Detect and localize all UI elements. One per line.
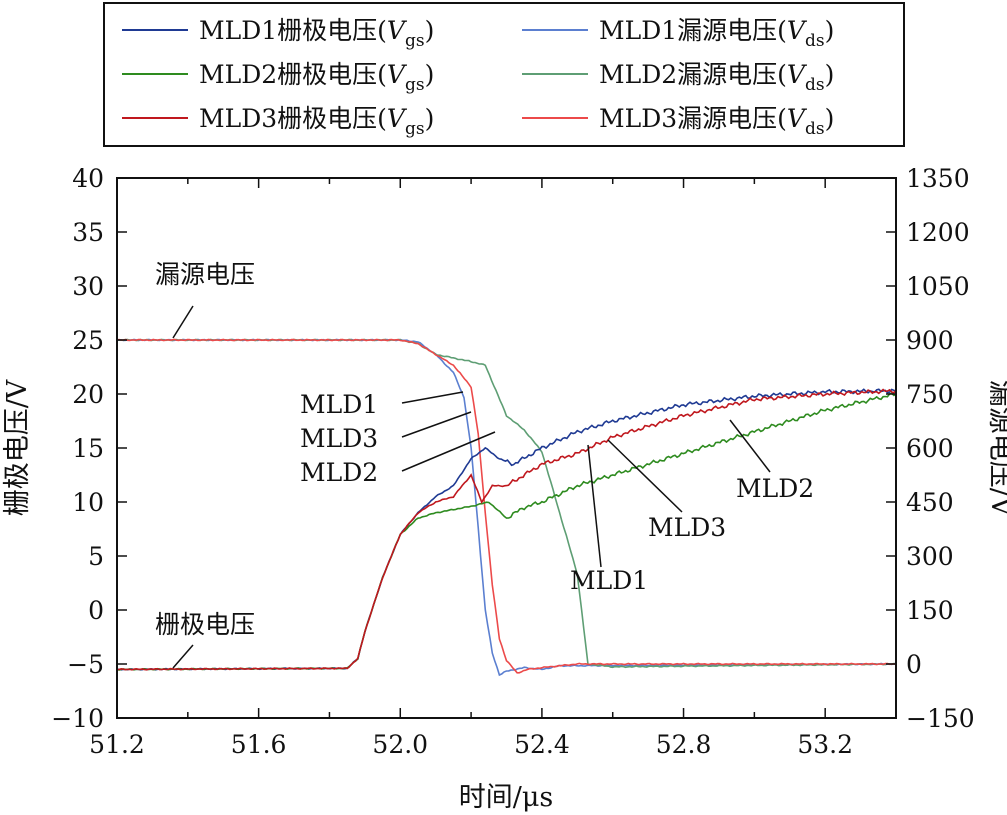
y-left-tick-label: 15 xyxy=(72,434,104,463)
series-layer xyxy=(116,338,897,677)
y-left-tick-label: 20 xyxy=(72,380,104,409)
annotation-left-mld2-leader xyxy=(401,431,496,472)
y-right-tick-label: 750 xyxy=(906,380,954,409)
legend-frame xyxy=(103,2,905,147)
y-left-tick-label: 30 xyxy=(72,272,104,301)
y-right-tick-label: 1350 xyxy=(906,164,970,193)
annotation-right-mld1-leader xyxy=(587,444,602,568)
y-left-tick-label: 10 xyxy=(72,488,104,517)
annotation-vds: 漏源电压 xyxy=(155,260,255,289)
y-left-tick-label: 25 xyxy=(72,326,104,355)
annotation-left-mld2: MLD2 xyxy=(300,458,378,487)
legend-label-mld3-vds: MLD3漏源电压(Vds) xyxy=(599,104,834,139)
annotation-right-mld1: MLD1 xyxy=(570,566,648,595)
series-line-mld3-vds xyxy=(116,338,897,674)
legend-label-mld3-vgs: MLD3栅极电压(Vgs) xyxy=(199,104,434,139)
y-axis-label-right: 漏源电压/V xyxy=(985,380,1007,517)
annotation-left-mld1-leader xyxy=(401,391,464,404)
y-right-tick-label: 1050 xyxy=(906,272,970,301)
legend-label-mld2-vgs: MLD2栅极电压(Vgs) xyxy=(199,60,434,95)
legend: MLD1栅极电压(Vgs) MLD1漏源电压(Vds) MLD2栅极电压(Vgs… xyxy=(103,2,905,147)
legend-label-mld1-vgs: MLD1栅极电压(Vgs) xyxy=(199,16,434,51)
legend-label-mld2-vds: MLD2漏源电压(Vds) xyxy=(599,60,834,95)
x-axis-label: 时间/μs xyxy=(459,782,554,813)
y-right-tick-label: 150 xyxy=(906,596,954,625)
annotation-right-mld2: MLD2 xyxy=(736,474,814,503)
x-tick-label: 52.0 xyxy=(372,730,428,759)
annotation-vgs-leader xyxy=(172,644,194,669)
ticks-layer: 51.2 51.6 52.0 52.4 52.8 53.24035302520151050… xyxy=(51,164,974,759)
x-tick-label: 52.4 xyxy=(514,730,570,759)
series-line-mld3-vgs xyxy=(116,388,897,671)
annotation-left-mld3-leader xyxy=(401,411,472,438)
annotation-left-mld3: MLD3 xyxy=(300,424,378,453)
y-right-tick-label: 600 xyxy=(906,434,954,463)
plot-area: 51.2 51.6 52.0 52.4 52.8 53.24035302520151050… xyxy=(51,164,974,759)
y-right-tick-label: −150 xyxy=(906,704,975,733)
y-right-tick-label: 450 xyxy=(906,488,954,517)
y-right-tick-label: 0 xyxy=(906,650,922,679)
x-tick-label: 52.8 xyxy=(656,730,712,759)
annotations: 漏源电压 栅极电压 MLD1 MLD3 MLD2 MLD1 MLD3 MLD2 xyxy=(155,260,814,669)
y-left-tick-label: 35 xyxy=(72,218,104,247)
annotation-vds-leader xyxy=(172,305,194,339)
annotation-right-mld2-leader xyxy=(729,419,771,473)
y-right-tick-label: 1200 xyxy=(906,218,970,247)
annotation-right-mld3: MLD3 xyxy=(648,513,726,542)
x-tick-label: 51.2 xyxy=(89,730,145,759)
annotation-right-mld3-leader xyxy=(607,439,683,513)
y-axis-label-left: 栅极电压/V xyxy=(2,379,33,516)
x-tick-label: 53.2 xyxy=(797,730,853,759)
y-right-tick-label: 900 xyxy=(906,326,954,355)
y-left-tick-label: −10 xyxy=(51,704,104,733)
y-left-tick-label: 40 xyxy=(72,164,104,193)
y-left-tick-label: 5 xyxy=(88,542,104,571)
y-left-tick-label: 0 xyxy=(88,596,104,625)
y-right-tick-label: 300 xyxy=(906,542,954,571)
annotation-left-mld1: MLD1 xyxy=(300,390,378,419)
legend-label-mld1-vds: MLD1漏源电压(Vds) xyxy=(599,16,834,51)
annotation-vgs: 栅极电压 xyxy=(155,610,255,639)
y-left-tick-label: −5 xyxy=(67,650,104,679)
x-tick-label: 51.6 xyxy=(231,730,287,759)
